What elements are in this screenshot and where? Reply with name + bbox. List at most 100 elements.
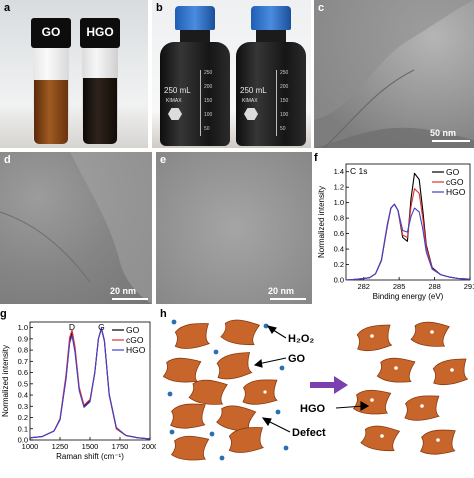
y-tick-label: 1.0 [334,198,344,207]
panel-label-d: d [4,154,11,166]
panel-c-scalebar-text: 50 nm [430,128,457,138]
x-axis-label: Raman shift (cm⁻¹) [56,452,124,461]
panel-e-scalebar [270,298,306,300]
panel-a-photo: a GO HGO [0,0,148,148]
panel-label-h: h [160,308,167,320]
panel-e-scalebar-text: 20 nm [268,286,295,296]
x-tick-label: 288 [428,282,441,291]
vial-hgo-label: HGO [86,25,114,39]
panel-c-scalebar [432,140,470,142]
peak-label-g: G [98,322,105,332]
panel-d-scalebar-text: 20 nm [110,286,137,296]
bottle-1-mark-200: 200 [204,84,213,90]
annotation-arrows [253,325,370,433]
vial-go-liquid [34,80,68,144]
panel-f-xps-chart: f 282 285 288 291 0.0 0.2 0.4 0.6 0.8 1.0 1.2 1.4 Bi… [314,152,474,308]
panel-h-schematic: h [160,308,474,468]
panel-label-a: a [4,2,11,14]
vial-hgo: HGO [80,18,120,146]
y-tick-label: 0.7 [18,357,28,366]
chart-title: C 1s [350,166,367,176]
bottle-1-mark-50: 50 [204,126,210,132]
bottle-2-neck [256,30,286,44]
panel-c-tem-image: c 50 nm [314,0,474,148]
hgo-flakes [352,319,471,456]
x-tick-label: 291 [464,282,474,291]
bottle-1-mark-100: 100 [204,112,213,118]
series-line-hgo [29,327,151,440]
annotation-go: GO [288,353,306,365]
panel-b-photo: b 250 mL KIMAX 250 200 150 100 50 250 mL… [152,0,311,148]
bottle-2-mark-50: 50 [280,126,286,132]
panel-label-b: b [156,2,163,14]
series-line-hgo [345,203,471,281]
y-tick-label: 0.9 [18,334,28,343]
y-tick-label: 0.4 [334,245,344,254]
bottle-2-scale: 250 200 150 100 50 [276,70,299,136]
panel-c-sheet-edges [314,0,474,148]
x-tick-label: 1000 [22,442,39,451]
bottle-2-body: 250 mL KIMAX 250 200 150 100 50 [236,42,306,146]
vial-go: GO [31,18,71,146]
bottle-1-brand: KIMAX [166,98,182,104]
bottle-2-mark-250: 250 [280,70,289,76]
y-tick-label: 0.8 [334,214,344,223]
vial-hgo-cap: HGO [80,18,120,48]
go-flakes [162,316,280,462]
vial-hgo-liquid [83,78,117,144]
y-tick-label: 1.2 [334,183,344,192]
bottle-1: 250 mL KIMAX 250 200 150 100 50 [160,6,230,146]
bottle-1-scale: 250 200 150 100 50 [200,70,223,136]
legend-label-go: GO [446,167,460,177]
bottle-2: 250 mL KIMAX 250 200 150 100 50 [236,6,306,146]
panel-label-g: g [0,308,7,320]
x-tick-label: 285 [393,282,406,291]
annotation-h2o2: H₂O₂ [288,333,314,345]
peak-label-d: D [69,322,75,332]
legend-label-cgo: cGO [126,335,144,345]
x-tick-label: 1750 [112,442,129,451]
annotation-hgo: HGO [300,403,326,415]
y-axis-label: Normalized intensity [1,345,10,417]
bottle-1-body: 250 mL KIMAX 250 200 150 100 50 [160,42,230,146]
y-axis-label: Normalized intensity [317,186,326,258]
panel-d-scalebar [112,298,148,300]
panel-d-tem-image: d 20 nm [0,152,152,304]
xps-chart-svg: 282 285 288 291 0.0 0.2 0.4 0.6 0.8 1.0 1.2 1.4 Bind… [317,163,474,301]
vial-go-label: GO [41,25,61,39]
defect-holes [263,330,454,442]
plot-frame [345,163,471,281]
x-tick-label: 1500 [82,442,99,451]
y-tick-label: 0.2 [334,260,344,269]
x-tick-label: 282 [357,282,370,291]
bottle-1-volume: 250 mL [164,86,191,95]
bottle-1-neck [180,30,210,44]
y-tick-label: 0.1 [18,424,28,433]
annotation-defect: Defect [292,427,326,439]
y-tick-label: 0.4 [18,391,28,400]
y-tick-label: 0.8 [18,346,28,355]
panel-d-texture [0,152,152,304]
panel-e-tem-image: e 20 nm [156,152,312,304]
bottle-1-hexagon [168,108,182,120]
legend-label-cgo: cGO [446,177,464,187]
panel-label-c: c [318,2,325,14]
y-tick-label: 0.6 [18,368,28,377]
y-tick-label: 0.3 [18,402,28,411]
y-tick-label: 1.0 [18,323,28,332]
panel-label-f: f [314,152,318,164]
reaction-arrow [310,376,348,394]
y-tick-label: 0.0 [18,436,28,445]
bottle-2-volume: 250 mL [240,86,267,95]
vial-go-cap: GO [31,18,71,48]
y-tick-label: 1.4 [334,167,344,176]
legend-label-hgo: HGO [446,187,466,197]
y-tick-label: 0.0 [334,276,344,285]
legend-label-go: GO [126,325,140,335]
h2o2-molecules [167,319,289,461]
y-tick-label: 0.6 [334,229,344,238]
bottle-2-cap [251,6,291,30]
